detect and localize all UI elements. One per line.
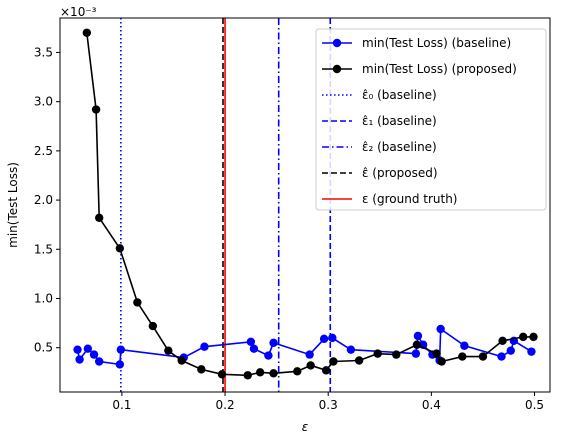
series-1-point-8 <box>197 365 206 374</box>
legend-label-0: min(Test Loss) (baseline) <box>362 36 511 50</box>
series-1-point-10 <box>243 371 252 380</box>
series-1-point-18 <box>373 349 382 358</box>
x-tick-label-3: 0.4 <box>422 398 441 412</box>
series-line-0 <box>76 327 532 366</box>
series-0-point-27 <box>527 347 536 356</box>
x-tick-label-1: 0.2 <box>216 398 235 412</box>
series-1-point-7 <box>177 356 186 365</box>
y-tick-label-6: 3.5 <box>34 45 53 59</box>
series-1-point-3 <box>115 244 125 253</box>
series-1-point-5 <box>148 321 158 331</box>
series-1-point-12 <box>269 369 278 378</box>
series-1-point-17 <box>354 356 364 365</box>
series-0-point-15 <box>328 333 337 343</box>
series-0-point-9 <box>246 337 256 347</box>
series-0-point-1 <box>75 355 84 364</box>
series-1-point-16 <box>329 357 338 366</box>
series-0-point-22 <box>436 324 445 334</box>
series-1-point-6 <box>164 346 173 355</box>
legend-label-2: ε̂₀ (baseline) <box>362 88 437 102</box>
series-1-point-4 <box>133 298 142 307</box>
series-1-point-1 <box>91 105 101 114</box>
series-1-point-21 <box>432 349 441 358</box>
series-0-point-13 <box>305 350 314 359</box>
series-1-point-27 <box>529 332 538 342</box>
y-axis-label: min(Test Loss) <box>6 162 20 248</box>
legend-frame <box>315 28 547 211</box>
series-line-1 <box>86 32 534 377</box>
legend-label-4: ε̂₂ (baseline) <box>362 140 437 154</box>
series-1-point-20 <box>412 340 422 349</box>
legend-label-5: ε̂ (proposed) <box>362 166 438 180</box>
series-0-point-17 <box>411 349 421 358</box>
series-1-point-2 <box>95 213 104 222</box>
series-0-point-24 <box>497 352 506 361</box>
series-0-point-10 <box>249 344 259 353</box>
series-0-point-14 <box>319 334 329 344</box>
series-1-point-0 <box>82 28 92 37</box>
x-axis-label: ε <box>302 420 309 434</box>
legend: min(Test Loss) (baseline) min(Test Loss) … <box>315 28 547 211</box>
series-1-point-9 <box>217 370 227 379</box>
series-1-point-15 <box>321 366 331 375</box>
y-tick-label-2: 1.5 <box>34 242 53 256</box>
series-0-point-12 <box>269 338 278 347</box>
series-0-point-6 <box>116 345 126 354</box>
y-tick-label-0: 0.5 <box>34 341 53 355</box>
legend-label-1: min(Test Loss) (proposed) <box>362 62 517 76</box>
y-tick-label-5: 3.0 <box>34 95 53 109</box>
series-0-point-0 <box>73 345 82 354</box>
series-0-point-4 <box>95 357 104 366</box>
series-1-point-19 <box>392 350 401 359</box>
series-1-point-11 <box>255 368 265 377</box>
series-0-point-8 <box>200 342 209 351</box>
series-1-point-23 <box>458 352 467 361</box>
y-tick-label-3: 2.0 <box>34 193 53 207</box>
x-tick-label-0: 0.1 <box>112 398 131 412</box>
axes-frame <box>59 17 551 393</box>
legend-marker-1 <box>332 64 342 74</box>
series-0-point-11 <box>264 351 273 360</box>
series-1-point-24 <box>478 352 488 361</box>
series-0-point-23 <box>460 341 469 350</box>
series-0-point-3 <box>89 350 99 359</box>
series-0-point-16 <box>346 345 356 354</box>
y-tick-label-1: 1.0 <box>34 292 53 306</box>
series-0-point-18 <box>413 331 423 341</box>
series-1-point-14 <box>306 361 315 370</box>
series-1-point-13 <box>293 367 302 376</box>
series-1-point-22 <box>437 357 446 366</box>
legend-label-6: ε (ground truth) <box>362 192 458 206</box>
series-1-point-26 <box>518 332 528 342</box>
legend-marker-0 <box>332 38 342 48</box>
series-0-point-25 <box>506 346 515 355</box>
legend-label-3: ε̂₁ (baseline) <box>362 114 437 128</box>
series-1-point-25 <box>498 336 507 346</box>
plot-area: 0.1 0.2 0.3 0.4 0.5 0.5 1.0 1.5 2.0 2.5 3.0 3.5 min(… <box>34 17 551 412</box>
y-tick-label-4: 2.5 <box>34 144 53 158</box>
series-0-point-5 <box>115 360 125 369</box>
x-tick-label-2: 0.3 <box>319 398 338 412</box>
series-0-point-2 <box>83 344 93 353</box>
x-tick-label-4: 0.5 <box>525 398 544 412</box>
y-scale-label: ×10⁻³ <box>60 5 97 19</box>
